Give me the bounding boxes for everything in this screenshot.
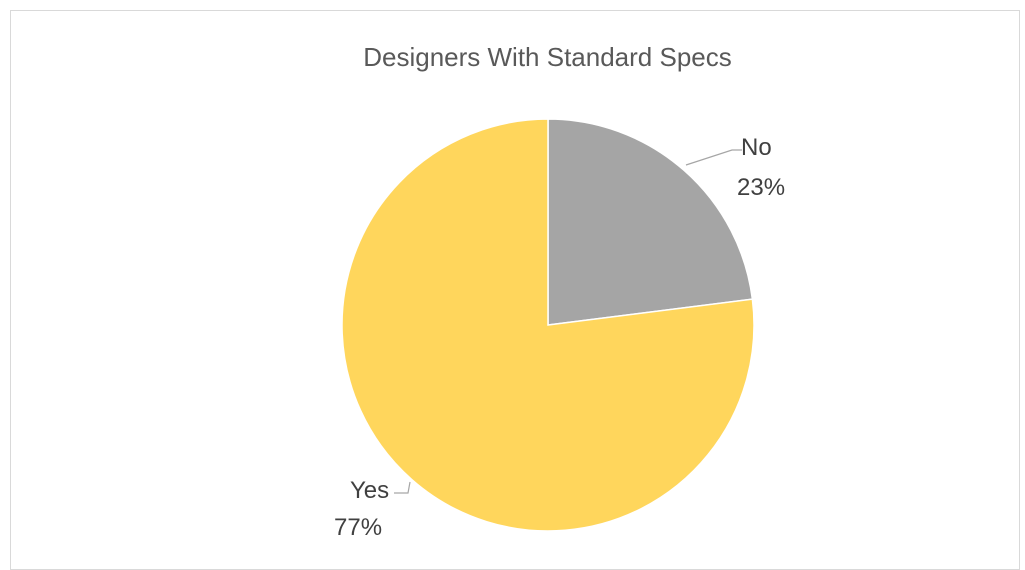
- slice-label-no-percent: 23%: [737, 174, 785, 201]
- leader-lines: [394, 149, 742, 494]
- slice-label-yes-category: Yes: [350, 477, 389, 504]
- leader-line-yes: [394, 481, 411, 494]
- slice-label-yes-percent: 77%: [334, 514, 382, 541]
- chart-title: Designers With Standard Specs: [363, 42, 732, 72]
- pie-slices: [341, 118, 755, 532]
- pie-slice-yes: [341, 118, 755, 532]
- slice-label-no-category: No: [741, 134, 772, 161]
- pie-slice-no: [547, 118, 754, 326]
- leader-line-no: [685, 149, 742, 166]
